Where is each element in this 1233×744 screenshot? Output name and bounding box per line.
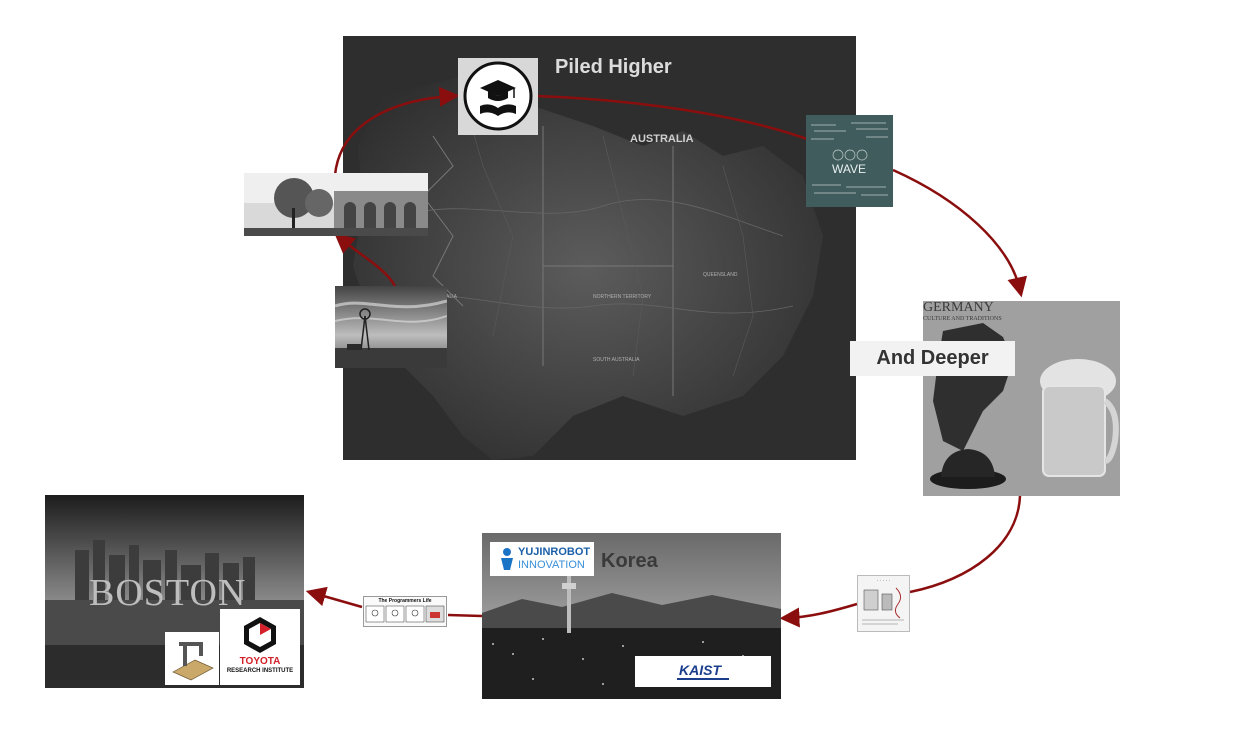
map-region-label: NORTHERN TERRITORY	[593, 294, 652, 300]
chalkboard-text: WAVE	[832, 162, 866, 176]
korea-title: Korea	[601, 550, 658, 572]
kaist-text: KAIST	[679, 662, 721, 678]
and-deeper-caption: And Deeper	[850, 341, 1015, 376]
toyota-name: TOYOTA	[239, 656, 281, 667]
chalkboard-photo: WAVE	[806, 115, 893, 207]
yujin-robot-name: YUJINROBOT	[518, 546, 591, 558]
germany-subtitle: CULTURE AND TRADITIONS	[923, 316, 1002, 322]
campus-photo	[244, 173, 428, 236]
yujin-robot-icon	[501, 548, 513, 570]
programmers-life-title: The Programmers Life	[378, 598, 432, 604]
robot-arm-thumbnail	[165, 632, 219, 685]
map-place-label: AUSTRALIA	[630, 133, 694, 145]
programmers-life-comic: The Programmers Life	[363, 596, 447, 627]
arrow-germany-to-comic	[909, 495, 1022, 594]
graduation-cap-book-icon	[463, 61, 533, 131]
arrow-chalkboard-to-germany	[892, 168, 1028, 298]
research-comic-thumbnail: · · · · ·	[857, 575, 910, 632]
arrow-programmers-to-boston	[305, 586, 363, 609]
yujin-robot-logo: YUJINROBOT INNOVATION	[490, 542, 594, 576]
toyota-hexagon-icon	[244, 617, 276, 653]
toyota-subtitle: RESEARCH INSTITUTE	[226, 668, 294, 674]
toyota-research-logo: TOYOTA RESEARCH INSTITUTE	[220, 609, 300, 685]
outback-windmill-photo	[335, 286, 447, 368]
phd-comics-badge	[458, 58, 538, 135]
australia-map: AUSTRALIA WESTERN AUSTRALIA NORTHERN TER…	[343, 36, 856, 460]
yujin-robot-tagline: INNOVATION	[518, 559, 585, 571]
piled-higher-title: Piled Higher	[555, 56, 672, 78]
arrow-comic-to-korea	[779, 602, 858, 628]
boston-title: BOSTON	[89, 572, 247, 614]
germany-photo: GERMANY CULTURE AND TRADITIONS	[923, 301, 1120, 496]
research-comic-title: · · · · ·	[876, 578, 891, 584]
map-region-label: QUEENSLAND	[703, 272, 738, 278]
kaist-logo: KAIST	[635, 656, 771, 687]
map-region-label: SOUTH AUSTRALIA	[593, 357, 640, 363]
arrow-korea-to-programmers	[447, 613, 483, 618]
germany-title: GERMANY	[923, 301, 994, 315]
